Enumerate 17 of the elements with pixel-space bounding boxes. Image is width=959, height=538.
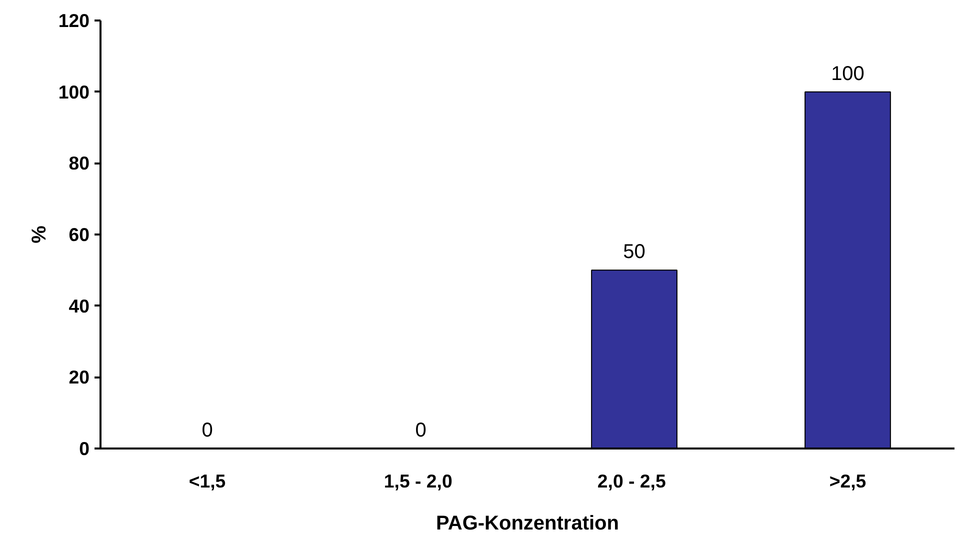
x-tick-label: 1,5 - 2,0 [384,470,452,492]
y-tick-label: 80 [68,152,90,174]
y-axis-title: % [28,225,50,244]
y-tick-label: 100 [58,81,90,102]
y-tick-label: 60 [68,224,90,245]
x-axis-title: PAG-Konzentration [436,512,619,534]
y-tick-label: 20 [68,366,90,388]
data-label: 100 [831,62,864,85]
y-tick-label: 120 [58,10,90,31]
data-label: 50 [623,241,646,264]
y-tick-label: 40 [68,295,90,316]
x-tick-label: 2,0 - 2,5 [597,470,666,492]
y-tick-label: 0 [79,438,90,459]
x-tick-label: <1,5 [188,470,226,492]
x-tick-label: >2,5 [829,470,866,492]
data-label: 0 [202,420,213,442]
data-label: 0 [415,420,426,442]
